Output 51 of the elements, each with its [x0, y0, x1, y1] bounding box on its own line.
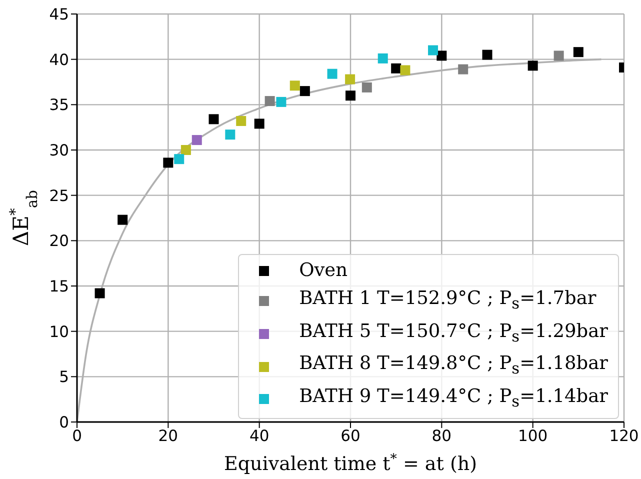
point — [208, 114, 219, 124]
point — [254, 118, 264, 129]
point — [327, 68, 338, 79]
point — [482, 50, 492, 60]
point — [225, 130, 236, 140]
point — [94, 288, 105, 298]
point — [345, 74, 356, 84]
y-tick-label: 15 — [49, 278, 69, 296]
point — [428, 45, 438, 56]
point — [276, 96, 286, 107]
y-tick-label: 20 — [49, 232, 69, 250]
y-tick-label: 10 — [49, 322, 69, 341]
x-tick-label: 80 — [432, 427, 452, 446]
point — [300, 86, 310, 96]
point — [236, 116, 246, 126]
x-tick-label: 100 — [518, 427, 548, 446]
point — [436, 50, 447, 61]
point — [163, 158, 174, 168]
legend-label: BATH 9 T=149.4°C ; P$_{s}$=1.14bar — [299, 385, 608, 413]
legend-label: BATH 5 T=150.7°C ; P$_{s}$=1.29bar — [299, 320, 608, 348]
x-tick-label: 60 — [340, 427, 360, 446]
x-tick-label: 0 — [72, 427, 82, 446]
point — [192, 135, 202, 146]
x-tick-label: 120 — [609, 427, 639, 446]
point — [400, 65, 410, 76]
y-tick-label: 45 — [49, 6, 69, 24]
point — [290, 80, 300, 91]
legend-label: BATH 8 T=149.8°C ; P$_{s}$=1.18bar — [299, 352, 608, 380]
y-tick-label: 35 — [49, 96, 69, 114]
point — [573, 47, 584, 58]
y-tick-label: 30 — [49, 142, 69, 160]
point — [362, 82, 372, 92]
point — [528, 60, 538, 71]
point — [554, 50, 564, 61]
point — [391, 63, 402, 74]
point — [378, 53, 388, 64]
point — [458, 64, 468, 74]
x-tick-label: 40 — [249, 427, 270, 446]
point — [174, 154, 184, 164]
point — [346, 90, 356, 101]
y-tick-label: 40 — [49, 50, 69, 69]
y-tick-label: 25 — [49, 186, 69, 205]
point — [180, 145, 191, 155]
legend-label: Oven — [299, 259, 348, 283]
x-axis-title: Equivalent time t$^{*}$ = at (h) — [224, 452, 478, 475]
legend-label: BATH 1 T=152.9°C ; P$_{s}$=1.7bar — [299, 287, 596, 315]
y-tick-label: 0 — [59, 414, 69, 432]
x-tick-label: 20 — [158, 427, 178, 446]
point — [264, 96, 275, 106]
point — [118, 214, 128, 225]
y-tick-label: 5 — [59, 368, 69, 386]
